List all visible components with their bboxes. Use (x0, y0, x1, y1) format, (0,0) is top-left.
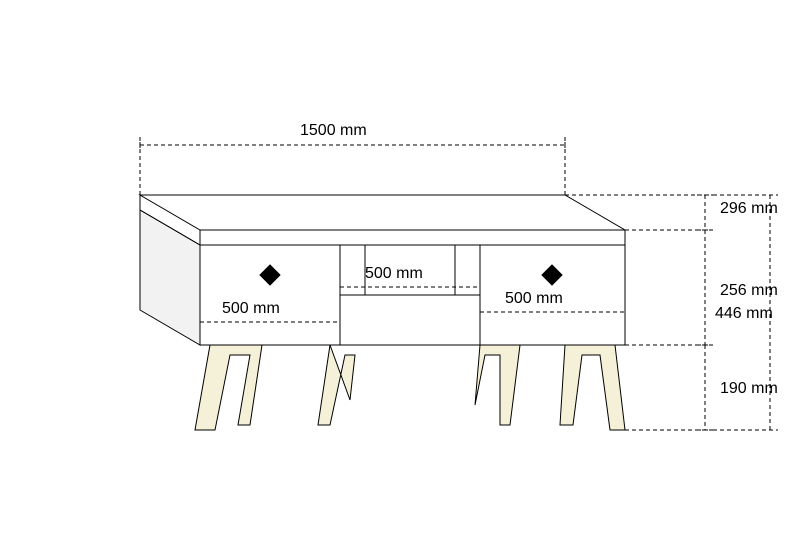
dim-inner-right: 500 mm (505, 290, 563, 308)
dim-leg-h: 190 mm (720, 380, 778, 398)
dim-total-h: 446 mm (715, 305, 773, 323)
dim-inner-left: 500 mm (222, 300, 280, 318)
drawing-stage: 1500 mm 296 mm 256 mm 190 mm 446 mm 500 … (0, 0, 800, 533)
dim-inner-mid: 500 mm (365, 265, 423, 283)
dim-cabinet-h: 256 mm (720, 282, 778, 300)
dim-width: 1500 mm (300, 122, 367, 140)
dim-depth: 296 mm (720, 200, 778, 218)
